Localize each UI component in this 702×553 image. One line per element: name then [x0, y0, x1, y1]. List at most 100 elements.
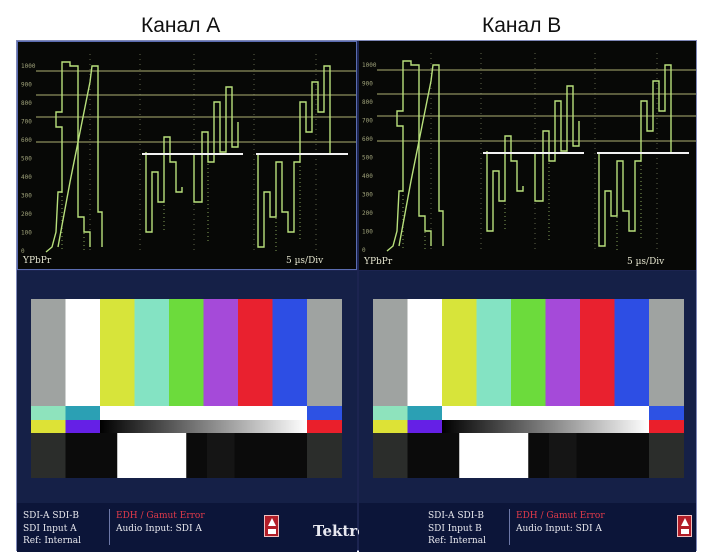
pluge-bar — [234, 433, 308, 478]
graticule-scale-label: 1000 — [362, 62, 377, 69]
alarm-status-b: EDH / Gamut Error — [516, 511, 605, 521]
color-bars-a — [31, 299, 342, 478]
graticule-scale-label: 200 — [21, 211, 32, 218]
color-bar — [272, 299, 308, 406]
waveform-trace — [386, 60, 432, 252]
color-bar — [545, 299, 581, 406]
graticule-scale-label: 600 — [21, 137, 32, 144]
color-bar — [407, 299, 443, 406]
pluge-bar — [186, 433, 208, 478]
color-bar — [649, 299, 684, 406]
color-bar — [169, 299, 204, 406]
pluge-bar — [117, 433, 187, 478]
pluge-bar — [307, 433, 342, 478]
pluge-bar — [576, 433, 650, 478]
audio-input-label-a: Audio Input: SDI A — [116, 524, 202, 534]
pluge-bar — [649, 433, 684, 478]
waveform-format-label-a: YPbPr — [23, 256, 52, 266]
graticule-scale-label: 0 — [21, 248, 25, 255]
color-bar-yellow-patch — [373, 420, 408, 433]
luminance-ramp — [442, 420, 649, 433]
waveform-trace — [398, 64, 444, 247]
waveform-panel-b[interactable]: 1000 900 800 700 600 500 400 300 200 100 0 YPbPr 5… — [359, 41, 696, 270]
waveform-trace — [534, 85, 580, 202]
color-bar — [307, 299, 342, 406]
pluge-bar — [528, 433, 550, 478]
color-bars-b — [373, 299, 684, 478]
picture-panel-a[interactable] — [17, 271, 357, 503]
input-indicator-a: SDI-A SDI-B — [23, 511, 79, 521]
color-bar-yellow-patch — [31, 420, 66, 433]
pluge-bar — [548, 433, 578, 478]
color-bar-red-patch — [307, 420, 342, 433]
color-bar — [373, 299, 408, 406]
waveform-sweep-label-b: 5 µs/Div — [627, 257, 665, 267]
alarm-warning-icon-a[interactable] — [264, 515, 279, 537]
graticule-scale-label: 300 — [21, 193, 32, 200]
waveform-trace — [257, 65, 336, 248]
input-indicator-b: SDI-A SDI-B — [428, 511, 484, 521]
graticule-scale-label: 700 — [21, 119, 32, 126]
status-divider-a — [109, 509, 114, 545]
input-label-b: SDI Input B — [428, 524, 482, 534]
graticule-scale-label: 100 — [362, 229, 373, 236]
color-bar — [238, 299, 273, 406]
pluge-bar — [459, 433, 529, 478]
pluge-bar — [206, 433, 236, 478]
pluge-bar — [407, 433, 460, 478]
graticule-scale-label: 100 — [21, 230, 32, 237]
graticule-scale-label: 800 — [21, 100, 32, 107]
pluge-bar — [65, 433, 118, 478]
status-bar-b: SDI-A SDI-B SDI Input B Ref: Internal ED… — [359, 503, 696, 552]
color-bar — [511, 299, 546, 406]
graticule-scale-label: 900 — [362, 81, 373, 88]
color-bar — [134, 299, 170, 406]
waveform-trace — [598, 64, 677, 247]
color-bar-red-patch — [649, 420, 684, 433]
color-bar — [100, 299, 135, 406]
graticule-scale-label: 400 — [21, 174, 32, 181]
picture-panel-b[interactable] — [359, 271, 696, 503]
waveform-trace — [193, 86, 239, 203]
reference-label-b: Ref: Internal — [428, 536, 486, 546]
alarm-status-a: EDH / Gamut Error — [116, 511, 205, 521]
waveform-sweep-label-a: 5 µs/Div — [286, 256, 324, 266]
color-bar — [203, 299, 239, 406]
color-bar-blue-patch — [649, 406, 684, 420]
graticule-scale-label: 400 — [362, 173, 373, 180]
audio-input-label-b: Audio Input: SDI A — [516, 524, 602, 534]
input-label-a: SDI Input A — [23, 524, 77, 534]
graticule-scale-label: 1000 — [21, 63, 36, 70]
color-bar — [442, 299, 477, 406]
waveform-panel-a[interactable]: 1000 900 800 700 600 500 400 300 200 100 0 YPbPr 5… — [17, 41, 357, 270]
pluge-bar — [31, 433, 66, 478]
luminance-ramp — [100, 420, 307, 433]
color-bar-white-strip — [442, 406, 649, 420]
reference-label-a: Ref: Internal — [23, 536, 81, 546]
color-bar — [65, 299, 101, 406]
pluge-bar — [373, 433, 408, 478]
color-bar — [580, 299, 615, 406]
graticule-scale-label: 0 — [362, 247, 366, 254]
graticule-scale-label: 500 — [362, 155, 373, 162]
graticule-scale-label: 800 — [362, 99, 373, 106]
color-bar-teal-patch — [407, 406, 443, 420]
color-bar-white-strip — [100, 406, 307, 420]
color-bar-cyan-patch — [31, 406, 66, 420]
color-bar-teal-patch — [65, 406, 101, 420]
graticule-scale-label: 900 — [21, 82, 32, 89]
color-bar — [476, 299, 512, 406]
color-bar-blue-patch — [307, 406, 342, 420]
color-bar-violet-patch — [65, 420, 101, 433]
color-bar-violet-patch — [407, 420, 443, 433]
color-bar-cyan-patch — [373, 406, 408, 420]
color-bar — [31, 299, 66, 406]
waveform-trace — [57, 65, 103, 248]
waveform-format-label-b: YPbPr — [364, 257, 393, 267]
caption-channel-b: Канал B — [482, 14, 562, 37]
caption-channel-a: Канал A — [141, 14, 221, 37]
status-divider-b — [509, 509, 514, 545]
alarm-warning-icon-b[interactable] — [677, 515, 692, 537]
